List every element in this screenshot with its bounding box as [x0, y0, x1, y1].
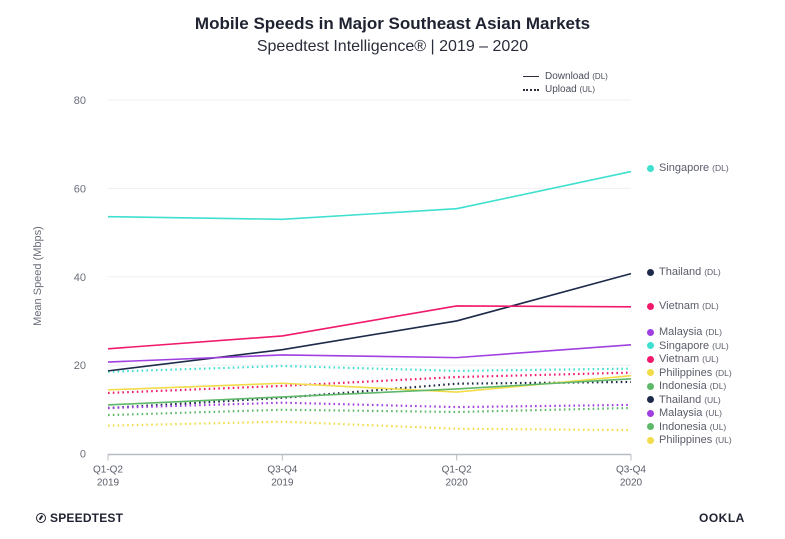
- x-tick-label-year: 2020: [446, 478, 469, 489]
- legend-item-vietnam-ul: Vietnam (UL): [647, 353, 719, 365]
- legend-dot-icon: [647, 342, 654, 349]
- legend-download-abbr: (DL): [592, 72, 608, 81]
- ookla-logo: OOKLA: [699, 511, 745, 525]
- legend-item-vietnam-dl: Vietnam (DL): [647, 300, 719, 312]
- legend-dot-icon: [647, 328, 654, 336]
- legend-label: Vietnam: [659, 300, 700, 312]
- legend-download: Download (DL): [523, 70, 608, 83]
- legend-upload: Upload (UL): [523, 83, 608, 96]
- legend-item-philippines-dl: Philippines (DL): [647, 367, 732, 379]
- x-tick-label: Q3-Q4: [267, 465, 297, 476]
- legend-dot-icon: [647, 409, 654, 417]
- legend-dot-icon: [647, 302, 654, 310]
- x-tick-label-year: 2019: [271, 478, 294, 489]
- x-tick-label-year: 2019: [97, 478, 120, 489]
- legend-download-label: Download: [545, 71, 590, 82]
- gauge-icon: [36, 513, 46, 523]
- legend-dot-icon: [647, 164, 654, 172]
- series-line-malaysia-ul: [107, 401, 632, 410]
- series-line-indonesia-dl: [107, 378, 632, 406]
- legend-item-philippines-ul: Philippines (UL): [647, 434, 732, 446]
- legend-type: (UL): [702, 354, 719, 364]
- legend-type: (DL): [709, 381, 727, 391]
- x-tick-label: Q1-Q2: [93, 465, 123, 476]
- legend-type: (UL): [712, 340, 729, 351]
- series-line-malaysia-dl: [107, 344, 632, 363]
- legend-label: Indonesia: [659, 420, 707, 433]
- x-axis: Q1-Q2 2019 Q3-Q4 2019 Q1-Q2 2020 Q3-Q4 2020: [93, 453, 646, 489]
- series-lines: [107, 170, 632, 432]
- series-line-thailand-ul: [107, 380, 632, 410]
- legend-item-singapore-ul: Singapore (UL): [647, 340, 729, 352]
- legend-label: Malaysia: [659, 407, 703, 419]
- y-tick-label: 20: [74, 360, 86, 372]
- series-line-vietnam-dl: [107, 305, 632, 350]
- legend-item-thailand-ul: Thailand (UL): [647, 394, 721, 406]
- legend-upload-label: Upload: [545, 84, 577, 95]
- solid-line-icon: [523, 76, 539, 77]
- legend-dot-icon: [647, 396, 654, 403]
- legend-upload-abbr: (UL): [579, 85, 596, 94]
- legend-label: Thailand: [659, 393, 702, 406]
- series-line-philippines-ul: [107, 420, 632, 432]
- legend-type: (DL): [712, 163, 729, 173]
- legend-dot-icon: [647, 436, 654, 444]
- legend-item-malaysia-dl: Malaysia (DL): [647, 326, 722, 338]
- legend-label: Malaysia: [659, 326, 703, 338]
- x-tick-label-year: 2020: [620, 478, 643, 489]
- legend-label: Singapore: [659, 162, 710, 174]
- line-style-legend: Download (DL) Upload (UL): [523, 70, 608, 96]
- gridlines: [108, 99, 631, 366]
- series-line-singapore-dl: [107, 170, 632, 221]
- legend-dot-icon: [647, 423, 654, 430]
- dotted-line-icon: [523, 88, 539, 91]
- speedtest-logo-text: SPEEDTEST: [50, 511, 124, 525]
- legend-label: Singapore: [659, 339, 710, 352]
- y-tick-label: 40: [74, 272, 86, 284]
- legend-label: Vietnam: [659, 353, 700, 365]
- legend-label: Philippines: [659, 366, 713, 379]
- legend-type: (UL): [715, 435, 732, 445]
- y-tick-labels: 0 20 40 60 80: [74, 95, 86, 461]
- series-line-vietnam-ul: [107, 371, 632, 395]
- legend-item-indonesia-dl: Indonesia (DL): [647, 380, 726, 392]
- legend-label: Philippines: [659, 434, 713, 446]
- legend-item-thailand-dl: Thailand (DL): [647, 266, 721, 278]
- legend-dot-icon: [647, 382, 654, 390]
- legend-type: (UL): [704, 394, 721, 405]
- series-line-indonesia-ul: [107, 406, 632, 417]
- legend-dot-icon: [647, 369, 654, 376]
- series-line-thailand-dl: [107, 272, 632, 372]
- legend-label: Thailand: [659, 266, 702, 278]
- legend-item-malaysia-ul: Malaysia (UL): [647, 407, 722, 419]
- legend-type: (UL): [705, 408, 722, 418]
- legend-type: (DL): [705, 327, 722, 337]
- legend-dot-icon: [647, 355, 654, 363]
- legend-type: (DL): [715, 367, 732, 378]
- y-tick-label: 60: [74, 183, 86, 195]
- chart-title: Mobile Speeds in Major Southeast Asian M…: [194, 14, 591, 33]
- x-tick-label: Q3-Q4: [616, 465, 646, 476]
- chart-subtitle: Speedtest Intelligence® | 2019 – 2020: [256, 38, 529, 55]
- y-tick-label: 80: [74, 95, 86, 107]
- legend-item-indonesia-ul: Indonesia (UL): [647, 421, 726, 433]
- series-line-singapore-ul: [107, 364, 632, 373]
- legend-type: (DL): [702, 301, 719, 311]
- legend-type: (DL): [704, 267, 721, 277]
- speedtest-logo: SPEEDTEST: [36, 511, 123, 525]
- legend-type: (UL): [709, 421, 727, 432]
- y-tick-label: 0: [80, 449, 86, 461]
- legend-dot-icon: [647, 268, 654, 276]
- legend-label: Indonesia: [659, 380, 707, 392]
- x-tick-label: Q1-Q2: [442, 465, 472, 476]
- legend-item-singapore-dl: Singapore (DL): [647, 162, 729, 174]
